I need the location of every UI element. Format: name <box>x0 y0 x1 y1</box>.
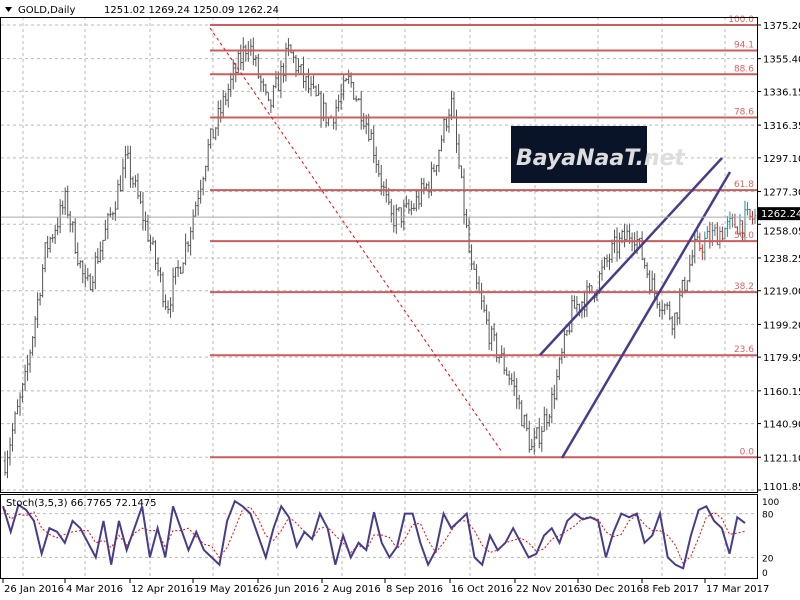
fib-level-label: 78.6 <box>734 108 754 118</box>
x-tick-label: 8 Feb 2017 <box>643 584 699 595</box>
fib-level-label: 100.0 <box>728 15 754 25</box>
stoch-label: Stoch(3,5,3) 66.7765 72.1475 <box>6 498 157 509</box>
x-tick-label: 16 Oct 2016 <box>451 584 513 595</box>
stoch-tick-label: 80 <box>762 511 774 521</box>
y-tick-label: 1121.10 <box>763 453 800 464</box>
stoch-tick-label: 0 <box>762 569 768 579</box>
y-tick-label: 1160.15 <box>763 387 800 398</box>
x-tick-label: 4 Mar 2016 <box>66 584 123 595</box>
chart-header: GOLD,Daily 1251.02 1269.24 1250.09 1262.… <box>5 5 279 16</box>
fib-level-label: 23.6 <box>734 345 754 355</box>
channel-lower-line[interactable] <box>560 171 732 459</box>
y-tick-label: 1375.20 <box>763 21 800 32</box>
fib-level-label: 61.8 <box>734 180 754 190</box>
y-tick-label: 1297.10 <box>763 154 800 165</box>
watermark-logo: BayaNaaT.net <box>511 126 686 183</box>
y-tick-label: 1140.90 <box>763 420 800 431</box>
stoch-main-line <box>2 499 746 570</box>
fib-level-label: 38.2 <box>734 282 754 292</box>
stoch-tick-label: 20 <box>762 554 774 564</box>
stochastic-oscillator <box>1 499 757 570</box>
price-bars <box>3 37 757 479</box>
x-tick-label: 12 Apr 2016 <box>131 584 193 595</box>
y-tick-label: 1316.35 <box>763 121 800 132</box>
y-tick-label: 1179.95 <box>763 353 800 364</box>
drawn-lines[interactable] <box>1 27 757 459</box>
channel-upper-line[interactable] <box>539 157 723 356</box>
y-tick-label: 1101.85 <box>763 482 800 493</box>
fib-level-label: 88.6 <box>734 64 754 74</box>
x-tick-label: 22 Nov 2016 <box>516 584 580 595</box>
fib-level-label: 50.0 <box>734 231 754 241</box>
fibonacci-retracement[interactable]: 0.0 23.6 38.2 50.0 61.8 78.6 88.6 94.1 100.0 <box>210 15 757 459</box>
current-price-badge <box>758 207 800 221</box>
grid <box>1 17 757 578</box>
watermark-text: BayaNaaT.net <box>516 146 686 171</box>
y-tick-label: 1238.25 <box>763 254 800 265</box>
dropdown-triangle-icon[interactable] <box>5 7 12 12</box>
fib-level-label: 94.1 <box>734 41 754 51</box>
symbol-label: GOLD,Daily <box>18 5 75 16</box>
y-tick-label: 1277.30 <box>763 188 800 199</box>
stoch-plot-frame <box>0 494 758 579</box>
x-tick-label: 2 Aug 2016 <box>323 584 381 595</box>
current-price-label: 1262.24 <box>761 209 800 220</box>
stoch-signal-line <box>2 506 746 565</box>
y-tick-label: 1219.00 <box>763 287 800 298</box>
main-plot-frame <box>0 17 758 493</box>
x-tick-label: 26 Jun 2016 <box>259 584 319 595</box>
axes: 1375.20 1355.40 1336.15 1316.35 1297.10 1277.… <box>0 17 800 595</box>
x-tick-label: 8 Sep 2016 <box>386 584 443 595</box>
fib-level-label: 0.0 <box>740 447 755 457</box>
x-tick-label: 30 Dec 2016 <box>579 584 643 595</box>
x-tick-label: 17 Mar 2017 <box>706 584 769 595</box>
x-tick-label: 26 Jan 2016 <box>4 584 64 595</box>
y-tick-label: 1258.05 <box>763 226 800 237</box>
y-tick-label: 1355.40 <box>763 55 800 66</box>
x-tick-label: 19 May 2016 <box>194 584 259 595</box>
ohlc-readout: 1251.02 1269.24 1250.09 1262.24 <box>104 5 279 16</box>
dashed-trendline[interactable] <box>209 27 503 453</box>
y-tick-label: 1199.20 <box>763 320 800 331</box>
stoch-tick-label: 100 <box>762 498 779 508</box>
y-tick-label: 1336.15 <box>763 87 800 98</box>
